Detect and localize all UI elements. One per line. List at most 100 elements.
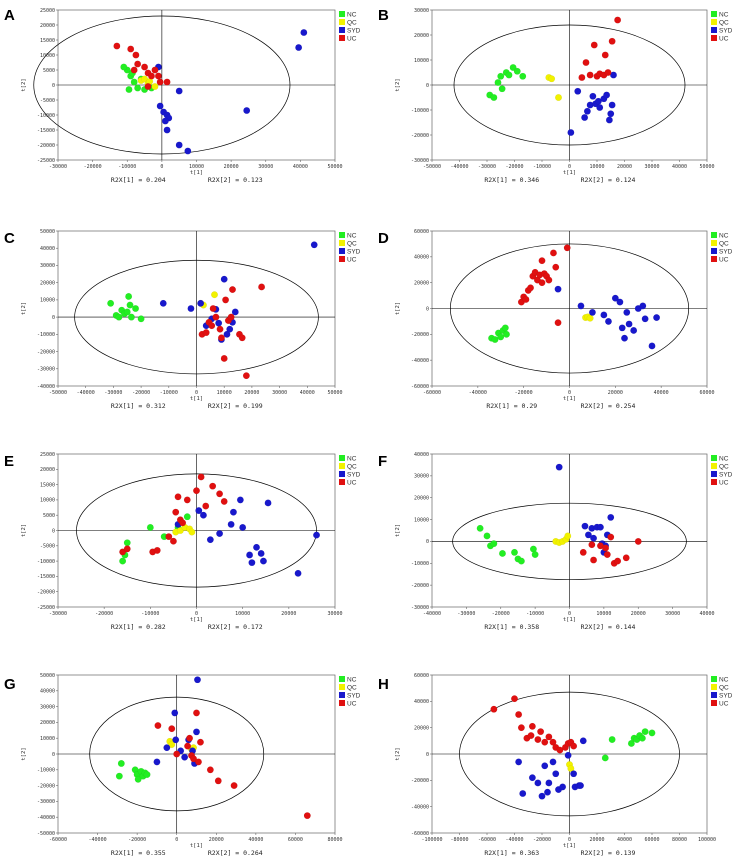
- x-tick-label: -40000: [423, 611, 441, 617]
- legend-label-syd: SYD: [347, 693, 361, 700]
- data-point-syd: [231, 308, 239, 316]
- data-point-syd: [206, 536, 214, 544]
- panel-label: C: [4, 230, 15, 247]
- legend-swatch-uc: [711, 35, 717, 41]
- r2x-1-label: R2X[1] = 0.363: [484, 849, 539, 857]
- data-point-uc: [220, 497, 228, 505]
- data-point-syd: [605, 116, 613, 124]
- x-tick-label: -10000: [141, 611, 159, 617]
- data-point-nc: [497, 72, 505, 80]
- data-point-syd: [541, 762, 549, 770]
- y-tick-label: -15000: [37, 574, 55, 580]
- data-point-uc: [168, 725, 176, 733]
- data-point-uc: [614, 557, 622, 565]
- y-tick-label: 20000: [40, 720, 55, 726]
- series-qc: [582, 313, 594, 322]
- r2x-2-label: R2X[2] = 0.199: [208, 402, 263, 410]
- data-point-nc: [107, 299, 115, 307]
- y-tick-label: 0: [426, 306, 429, 312]
- data-point-uc: [169, 537, 177, 545]
- x-tick-label: -50000: [49, 390, 67, 396]
- y-axis-title: t[2]: [21, 302, 27, 315]
- y-tick-label: 20000: [40, 280, 55, 286]
- y-tick-label: -20000: [37, 590, 55, 596]
- r2x-2-label: R2X[2] = 0.172: [208, 623, 263, 631]
- data-point-nc: [134, 84, 142, 92]
- data-point-qc: [548, 75, 556, 83]
- x-tick-label: 60000: [644, 837, 659, 843]
- r2x-1-label: R2X[1] = 0.204: [111, 176, 166, 184]
- y-tick-label: 20000: [414, 280, 429, 286]
- legend-swatch-syd: [711, 692, 717, 698]
- data-point-nc: [132, 305, 140, 312]
- data-point-syd: [153, 758, 161, 766]
- x-tick-label: 100000: [698, 837, 716, 843]
- panel-a: A -30000 -20000 -10000 0 10000 20000 30000 40000…: [4, 7, 361, 184]
- legend-swatch-nc: [711, 455, 717, 461]
- legend-swatch-syd: [711, 27, 717, 33]
- data-point-nc: [494, 79, 502, 86]
- y-axis-title: t[2]: [395, 524, 401, 537]
- hotelling-ellipse: [449, 243, 690, 374]
- data-point-uc: [193, 487, 200, 495]
- data-point-syd: [538, 792, 546, 800]
- series-syd: [515, 737, 587, 800]
- y-tick-label: -20000: [37, 143, 55, 149]
- data-point-uc: [216, 325, 224, 333]
- y-tick-label: 30000: [40, 704, 55, 710]
- x-tick-label: -10000: [160, 390, 178, 396]
- legend-swatch-qc: [711, 19, 717, 25]
- data-point-qc: [564, 532, 572, 540]
- data-point-uc: [602, 544, 610, 552]
- data-point-uc: [303, 812, 311, 820]
- y-tick-label: 30000: [40, 263, 55, 269]
- x-tick-label: -60000: [423, 390, 441, 396]
- data-point-syd: [215, 319, 223, 327]
- r2x-2-label: R2X[2] = 0.123: [208, 176, 263, 184]
- data-point-uc: [556, 746, 564, 754]
- data-point-syd: [294, 569, 302, 577]
- data-point-syd: [581, 522, 589, 530]
- data-point-qc: [151, 83, 159, 90]
- data-point-uc: [590, 556, 598, 564]
- x-tick-label: 50000: [699, 164, 714, 170]
- data-point-syd: [596, 523, 604, 531]
- x-tick-label: 50000: [327, 164, 342, 170]
- x-tick-label: -10000: [118, 164, 136, 170]
- data-point-syd: [549, 758, 557, 766]
- x-tick-label: 40000: [248, 837, 263, 843]
- y-tick-label: -30000: [411, 605, 429, 611]
- data-point-uc: [578, 74, 586, 81]
- y-tick-label: 10000: [414, 58, 429, 64]
- legend-label-qc: QC: [719, 685, 729, 692]
- y-tick-label: 0: [52, 315, 55, 321]
- data-point-syd: [639, 302, 647, 310]
- y-tick-label: 20000: [414, 496, 429, 502]
- data-point-uc: [515, 711, 523, 718]
- data-point-qc: [211, 291, 218, 299]
- data-point-uc: [212, 313, 220, 321]
- data-point-uc: [184, 742, 192, 750]
- x-tick-label: -20000: [492, 611, 510, 617]
- y-tick-label: 15000: [40, 482, 55, 488]
- data-point-syd: [653, 314, 661, 321]
- data-point-uc: [538, 279, 546, 287]
- data-point-syd: [579, 737, 587, 745]
- x-tick-label: -100000: [421, 837, 442, 843]
- data-point-uc: [586, 71, 594, 79]
- legend-label-syd: SYD: [719, 472, 733, 479]
- data-point-syd: [236, 496, 244, 504]
- data-point-syd: [519, 790, 527, 797]
- data-point-uc: [183, 496, 191, 504]
- legend-swatch-nc: [339, 11, 345, 17]
- data-point-uc: [206, 766, 214, 774]
- legend-label-uc: UC: [719, 701, 729, 708]
- legend-label-syd: SYD: [347, 472, 361, 479]
- data-point-uc: [197, 473, 205, 481]
- y-tick-label: -10000: [411, 561, 429, 567]
- data-point-uc: [130, 66, 138, 74]
- legend-label-qc: QC: [347, 20, 357, 27]
- y-tick-label: -30000: [37, 799, 55, 805]
- data-point-nc: [490, 94, 498, 101]
- data-point-uc: [229, 286, 236, 294]
